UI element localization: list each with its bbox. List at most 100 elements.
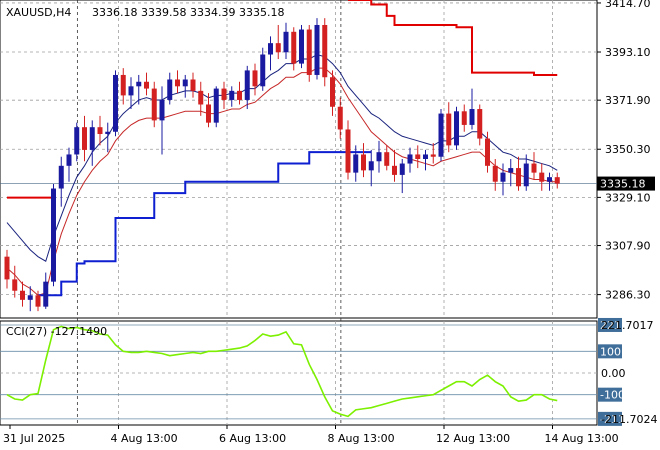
ohlc-header: 3336.18 3339.58 3334.39 3335.18	[92, 6, 284, 19]
candle	[252, 63, 258, 96]
candle-body	[337, 106, 343, 130]
candle-body	[438, 113, 444, 157]
candle-body	[384, 152, 390, 166]
candle	[260, 47, 266, 91]
candle	[477, 104, 483, 146]
candle	[275, 24, 281, 60]
candle	[361, 143, 366, 178]
candle	[221, 81, 227, 110]
candle	[244, 65, 250, 110]
candle	[291, 27, 297, 71]
candle	[500, 163, 506, 196]
candle	[469, 88, 475, 130]
cci-level-box	[598, 317, 622, 332]
candle-body	[392, 165, 397, 175]
candle-body	[151, 88, 157, 121]
candle-body	[268, 43, 273, 55]
candle-body	[508, 168, 514, 173]
candle-body	[275, 43, 281, 53]
candle	[508, 159, 514, 187]
time-label: 8 Aug 13:00	[328, 432, 395, 445]
candle	[492, 159, 498, 191]
candle-body	[531, 163, 537, 173]
cci-level-label: -211.7024	[601, 413, 657, 426]
cci-level-box	[598, 344, 622, 359]
candle-body	[485, 138, 490, 166]
candle	[531, 152, 537, 180]
candle-body	[20, 290, 25, 300]
candle-body	[237, 90, 242, 100]
candle	[353, 145, 359, 182]
candle-body	[500, 172, 506, 182]
candle-body	[322, 24, 328, 78]
cci-level-box	[598, 387, 622, 402]
candle	[454, 106, 459, 150]
candle-body	[43, 281, 49, 307]
candle	[159, 86, 165, 155]
candle-body	[206, 104, 211, 123]
time-label: 31 Jul 2025	[3, 432, 65, 445]
price-tick-label: 3414.70	[605, 0, 651, 10]
candle	[314, 18, 320, 80]
candle	[438, 109, 444, 162]
candle	[198, 81, 204, 116]
candle-body	[461, 111, 467, 125]
candle-body	[229, 90, 235, 100]
price-tick-label: 3350.30	[605, 143, 651, 156]
candle	[27, 286, 33, 312]
candle	[306, 24, 312, 82]
symbol-header: XAUUSD,H4	[6, 6, 71, 19]
price-tick-label: 3307.90	[605, 240, 651, 253]
candle-body	[547, 177, 552, 182]
candle-body	[376, 152, 382, 162]
moving-averages	[6, 53, 558, 296]
cci-level-box-label: -100	[600, 389, 625, 402]
candle	[206, 93, 211, 128]
candle	[430, 143, 436, 164]
candle-body	[446, 113, 452, 146]
candle-body	[260, 54, 266, 87]
time-label: 12 Aug 13:00	[436, 432, 510, 445]
candle-body	[27, 295, 33, 300]
candle	[345, 120, 351, 180]
candle-body	[423, 154, 428, 159]
candle-body	[82, 127, 87, 150]
candle-body	[554, 177, 560, 184]
candle	[554, 172, 560, 189]
candle	[74, 122, 80, 162]
candle-body	[35, 295, 41, 307]
candle-body	[523, 163, 529, 187]
candle	[182, 74, 188, 98]
candle	[229, 86, 235, 107]
candle-body	[58, 165, 64, 189]
candle-body	[89, 127, 95, 150]
channel-lines	[7, 0, 558, 297]
moving-average-line	[6, 53, 558, 262]
candle-body	[66, 154, 72, 166]
candle	[485, 131, 490, 173]
candle	[283, 22, 289, 60]
candle	[105, 122, 111, 153]
candle	[330, 70, 335, 116]
candle-body	[314, 24, 320, 75]
candle-body	[74, 127, 80, 155]
candle	[20, 281, 25, 307]
candle-body	[12, 279, 18, 291]
candle-body	[136, 81, 142, 87]
candle-body	[469, 109, 475, 125]
candle-body	[516, 168, 521, 187]
candle	[175, 70, 180, 94]
candle-body	[306, 29, 312, 75]
moving-average-line	[6, 67, 558, 296]
cci-level-box-label: -211	[600, 413, 625, 426]
candle-body	[330, 77, 335, 107]
candle-body	[244, 70, 250, 100]
cci-level-box	[598, 411, 622, 426]
candle	[399, 159, 405, 194]
candle-body	[407, 154, 413, 164]
candle	[136, 74, 142, 105]
channel-step-line	[348, 0, 558, 76]
time-label: 4 Aug 13:00	[111, 432, 178, 445]
cci-line	[6, 325, 558, 418]
candle-body	[167, 79, 173, 100]
